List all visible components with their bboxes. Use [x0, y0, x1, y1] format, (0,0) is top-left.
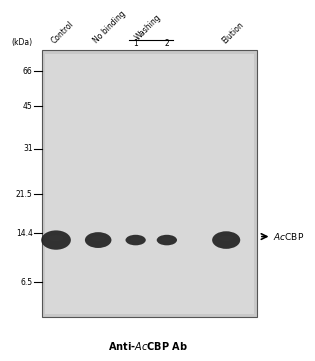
- FancyBboxPatch shape: [42, 50, 257, 317]
- Text: Washing: Washing: [133, 13, 163, 42]
- Ellipse shape: [85, 232, 112, 248]
- Ellipse shape: [49, 235, 63, 241]
- Ellipse shape: [157, 235, 177, 245]
- Ellipse shape: [162, 238, 172, 240]
- Text: 66: 66: [23, 67, 33, 76]
- Text: 45: 45: [23, 102, 33, 111]
- Text: 14.4: 14.4: [16, 229, 33, 238]
- Text: 2: 2: [164, 39, 169, 48]
- Text: 31: 31: [23, 144, 33, 153]
- FancyBboxPatch shape: [45, 54, 254, 314]
- Ellipse shape: [219, 236, 233, 241]
- Ellipse shape: [92, 236, 105, 241]
- Text: Anti-$\it{Ac}$CBP Ab: Anti-$\it{Ac}$CBP Ab: [108, 340, 188, 352]
- Text: Elution: Elution: [220, 19, 245, 45]
- Ellipse shape: [41, 230, 71, 250]
- Text: No binding: No binding: [92, 9, 128, 45]
- Text: (kDa): (kDa): [11, 38, 32, 47]
- Text: $\it{Ac}$CBP: $\it{Ac}$CBP: [273, 231, 304, 242]
- Ellipse shape: [125, 235, 146, 245]
- Ellipse shape: [131, 238, 141, 240]
- Ellipse shape: [212, 231, 240, 249]
- Text: 6.5: 6.5: [20, 278, 33, 287]
- Text: Control: Control: [50, 19, 76, 45]
- Text: 1: 1: [133, 39, 138, 48]
- Text: 21.5: 21.5: [16, 190, 33, 199]
